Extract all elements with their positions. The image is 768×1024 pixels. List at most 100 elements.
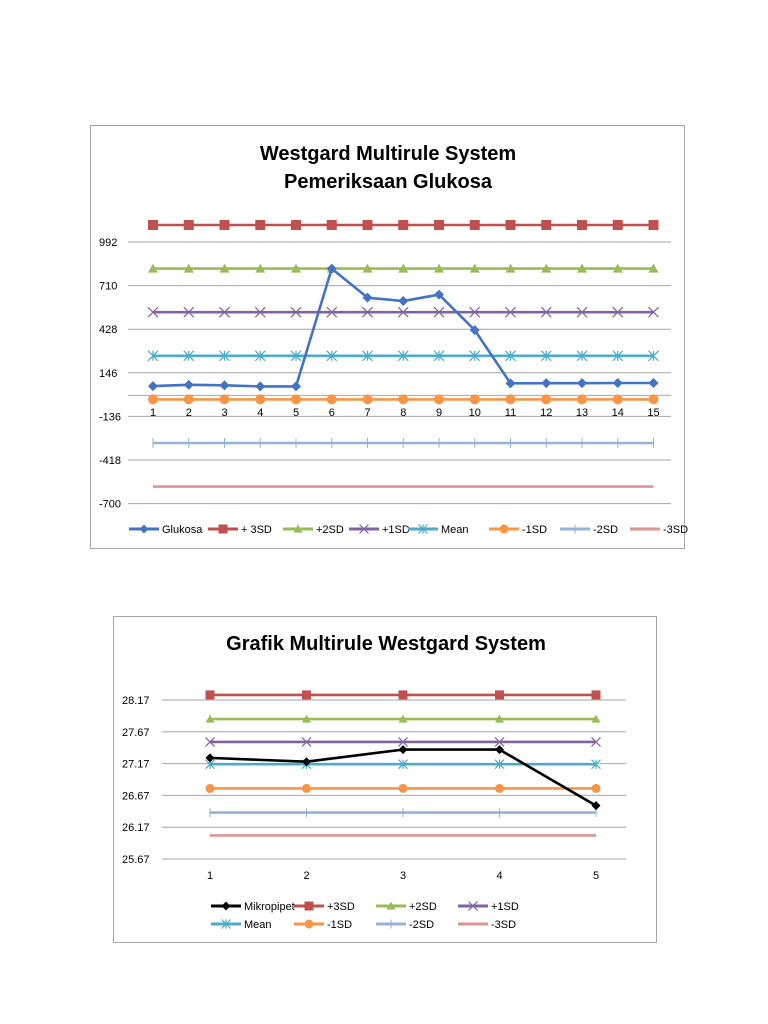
star-marker-icon (183, 350, 195, 362)
triangle-marker-icon (148, 263, 158, 273)
diamond-marker-icon (205, 753, 215, 763)
square-marker-icon (183, 219, 194, 230)
circle-marker-icon (219, 394, 230, 405)
star-marker-icon (147, 350, 159, 362)
x-axis-ticks: 1 2 3 4 5 (207, 870, 599, 882)
x-marker-icon (147, 306, 159, 318)
star-marker-icon (576, 350, 588, 362)
triangle-marker-icon (255, 263, 266, 273)
circle-marker-icon (434, 394, 444, 405)
legend: Glukosa + 3SD +2SD +1SD Mean -1SD -2SD -3SD (129, 524, 688, 536)
legend-item: +2SD (283, 524, 344, 536)
legend-label: -2SD (409, 919, 434, 931)
diamond-marker-icon (148, 381, 158, 392)
x-tick-label: 2 (186, 407, 192, 419)
triangle-marker-icon (505, 263, 516, 273)
triangle-marker-icon (591, 714, 601, 723)
legend-label: -2SD (593, 524, 618, 536)
circle-marker-icon (612, 394, 623, 405)
legend-label: +2SD (316, 524, 344, 536)
diamond-marker-icon (139, 524, 149, 534)
diamond-marker-icon (495, 745, 504, 755)
diamond-marker-icon (398, 296, 409, 307)
series-mean (147, 350, 659, 362)
x-tick-label: 5 (293, 407, 299, 419)
x-tick-label: 2 (303, 870, 309, 882)
circle-marker-icon (148, 394, 158, 405)
square-marker-icon (291, 219, 301, 230)
series-lines (147, 219, 659, 488)
x-tick-label: 15 (647, 407, 659, 419)
x-marker-icon (219, 306, 230, 318)
legend-label: +1SD (491, 901, 519, 913)
legend-label: -1SD (522, 524, 547, 536)
x-marker-icon (612, 306, 624, 318)
x-tick-label: 7 (364, 407, 370, 419)
diamond-marker-icon (577, 378, 587, 389)
circle-marker-icon (205, 783, 215, 793)
x-marker-icon (591, 737, 601, 747)
series-1sd (148, 394, 659, 405)
series-1sd (147, 306, 659, 318)
star-marker-icon (398, 759, 408, 770)
y-tick-label: -700 (99, 499, 121, 511)
legend-item: +1SD (349, 524, 410, 536)
star-marker-icon (494, 759, 505, 770)
star-marker-icon (362, 350, 373, 362)
circle-marker-icon (505, 394, 516, 405)
legend: Mikropipet +3SD +2SD +1SD Mean -1SD -2SD -3SD (211, 901, 519, 931)
x-axis-ticks: 1 2 3 4 5 6 7 8 9 10 11 12 13 14 15 (150, 407, 660, 419)
square-marker-icon (148, 219, 158, 230)
legend-label: Mikropipet (244, 901, 295, 913)
x-tick-label: 6 (329, 407, 335, 419)
x-marker-icon (494, 737, 505, 747)
series-3sd (148, 219, 659, 230)
circle-marker-icon (304, 919, 314, 929)
x-marker-icon (359, 524, 369, 534)
legend-label: -3SD (663, 524, 688, 536)
chart-subtitle: Pemeriksaan Glukosa (284, 171, 493, 193)
x-tick-label: 9 (436, 407, 442, 419)
series-2sd (152, 437, 654, 448)
circle-marker-icon (398, 394, 409, 405)
series-glukosa (148, 263, 659, 392)
y-axis-ticks: 992 710 428 146 -136 -418 -700 (99, 237, 121, 511)
series-1sd (205, 737, 601, 747)
y-tick-label: 992 (99, 237, 117, 249)
x-tick-label: 10 (469, 407, 481, 419)
x-marker-icon (433, 306, 445, 318)
diamond-marker-icon (183, 379, 194, 390)
triangle-marker-icon (398, 263, 409, 273)
circle-marker-icon (183, 394, 194, 405)
star-marker-icon (433, 350, 445, 362)
legend-label: Mean (244, 919, 272, 931)
triangle-marker-icon (205, 714, 215, 723)
series-mikropipet (205, 745, 601, 811)
legend-label: +2SD (409, 901, 437, 913)
y-tick-label: 710 (99, 281, 117, 293)
x-marker-icon (398, 737, 408, 747)
square-marker-icon (469, 219, 480, 230)
legend-item: -2SD (376, 919, 434, 931)
triangle-marker-icon (434, 263, 444, 273)
star-marker-icon (540, 350, 552, 362)
x-marker-icon (183, 306, 195, 318)
legend-label: -3SD (491, 919, 516, 931)
x-marker-icon (468, 901, 478, 911)
circle-marker-icon (362, 394, 373, 405)
x-tick-label: 8 (400, 407, 406, 419)
chart-title: Westgard Multirule System (260, 143, 516, 165)
diamond-marker-icon (434, 289, 444, 300)
circle-marker-icon (302, 783, 311, 793)
triangle-marker-icon (612, 263, 623, 273)
legend-label: + 3SD (241, 524, 272, 536)
y-tick-label: 146 (99, 368, 117, 380)
square-marker-icon (218, 524, 228, 534)
square-marker-icon (495, 690, 504, 700)
x-tick-label: 12 (540, 407, 552, 419)
legend-item: -1SD (489, 524, 547, 536)
y-tick-label: 25.67 (122, 854, 150, 866)
circle-marker-icon (255, 394, 266, 405)
legend-item: + 3SD (208, 524, 272, 536)
diamond-marker-icon (648, 378, 659, 389)
